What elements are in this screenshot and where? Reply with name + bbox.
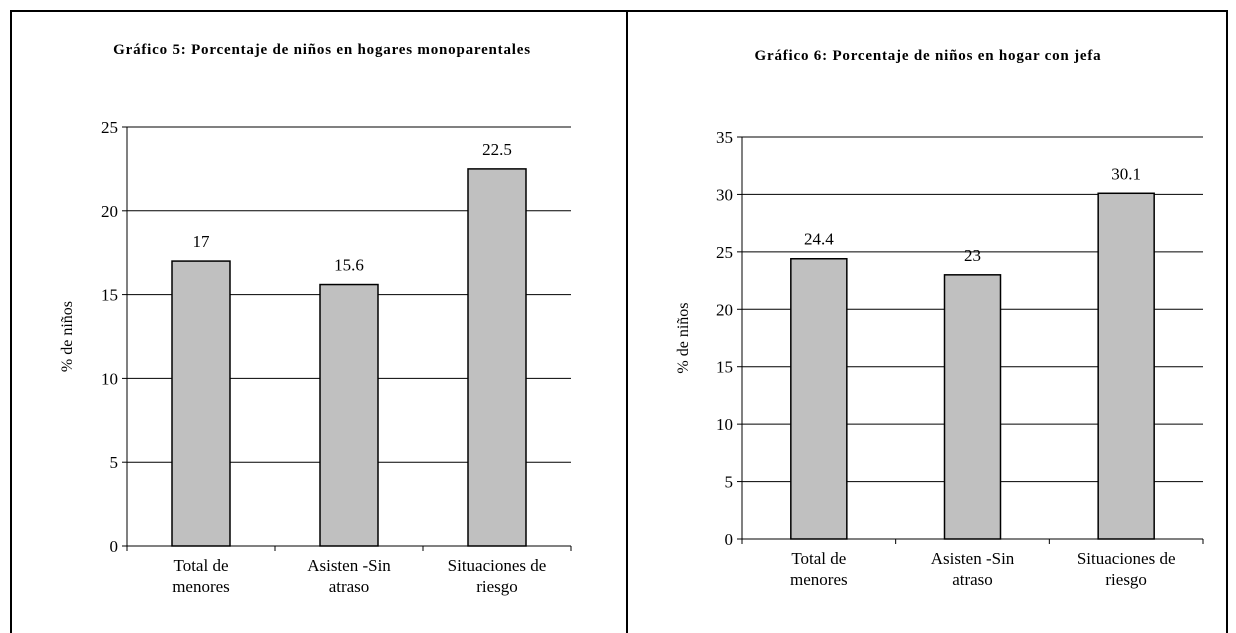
category-label: Situaciones de (448, 556, 547, 575)
table-border-left (10, 10, 12, 633)
y-tick-label: 20 (101, 202, 118, 221)
bar-chart-5: 0 5 10 15 20 25 % de niños 17 Total de menores 15.… (59, 118, 572, 596)
y-tick-label: 25 (716, 243, 733, 262)
category-label: riesgo (476, 577, 518, 596)
y-axis-label: % de niños (59, 301, 76, 372)
category-label: menores (172, 577, 230, 596)
bar (319, 283, 379, 547)
category-label: riesgo (1105, 570, 1147, 589)
category-label: Total de (174, 556, 229, 575)
y-tick-label: 25 (101, 118, 118, 137)
bar (467, 168, 527, 547)
data-label: 24.4 (804, 230, 834, 249)
data-label: 23 (964, 246, 981, 265)
bar (790, 257, 848, 540)
bar (171, 260, 231, 547)
chart-panel-6: Gráfico 6: Porcentaje de niños en hogar … (628, 12, 1226, 633)
y-tick-label: 10 (716, 415, 733, 434)
data-label: 22.5 (482, 140, 512, 159)
category-label: Situaciones de (1077, 549, 1176, 568)
category-label: atraso (329, 577, 370, 596)
y-axis-label: % de niños (675, 302, 692, 373)
category-label: menores (790, 570, 848, 589)
y-tick-label: 15 (716, 358, 733, 377)
y-tick-label: 0 (110, 537, 119, 556)
chart-panel-5: Gráfico 5: Porcentaje de niños en hogare… (12, 12, 626, 633)
data-label: 30.1 (1111, 164, 1141, 183)
category-label: atraso (952, 570, 993, 589)
category-label: Total de (791, 549, 846, 568)
table-border-divider (626, 10, 628, 633)
bar (943, 274, 1002, 540)
y-tick-label: 0 (725, 530, 734, 549)
y-tick-label: 5 (725, 473, 734, 492)
data-label: 17 (193, 232, 211, 251)
y-tick-label: 20 (716, 300, 733, 319)
category-label: Asisten -Sin (931, 549, 1015, 568)
category-label: Asisten -Sin (307, 556, 391, 575)
y-tick-label: 35 (716, 128, 733, 147)
table-border-right (1226, 10, 1228, 633)
chart-title: Gráfico 5: Porcentaje de niños en hogare… (113, 42, 531, 58)
data-label: 15.6 (334, 256, 364, 275)
table-border-top (10, 10, 1228, 12)
y-tick-label: 30 (716, 185, 733, 204)
y-tick-label: 15 (101, 286, 118, 305)
chart-title: Gráfico 6: Porcentaje de niños en hogar … (754, 48, 1102, 64)
y-tick-label: 5 (110, 453, 119, 472)
bar-chart-6: 0 5 10 15 20 25 30 35 % de niños 24.4 Total de meno… (675, 128, 1204, 589)
y-tick-label: 10 (101, 369, 118, 388)
bar (1097, 192, 1155, 540)
